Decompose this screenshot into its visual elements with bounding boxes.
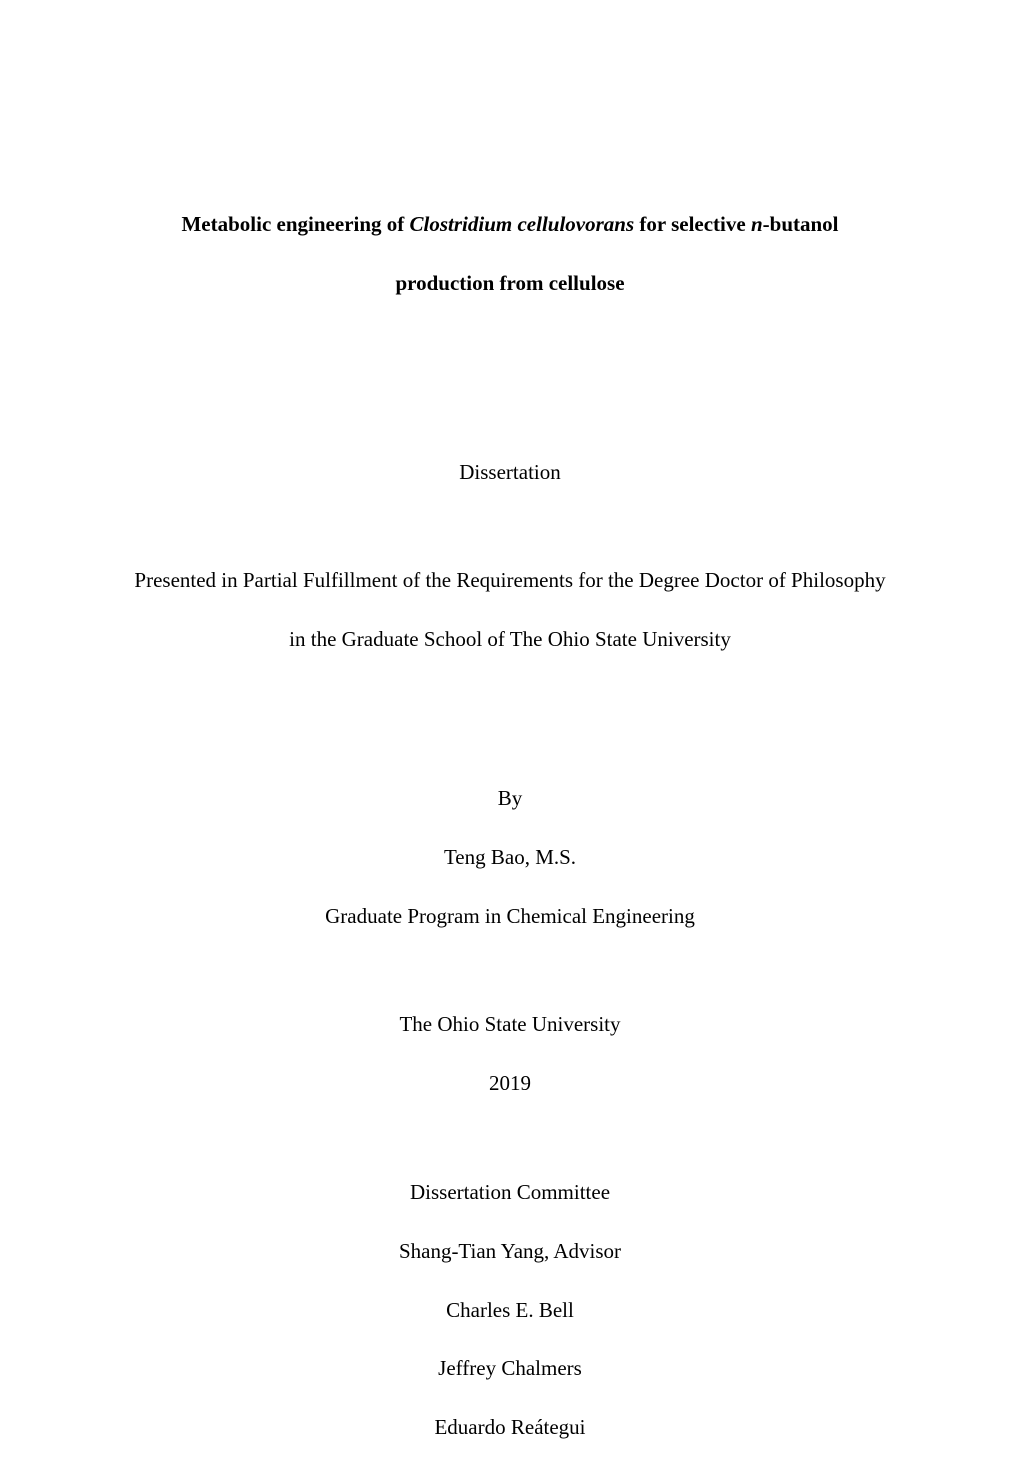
- document-type: Dissertation: [130, 443, 890, 502]
- by-label: By: [130, 769, 890, 828]
- author-name: Teng Bao, M.S.: [130, 828, 890, 887]
- title-prefix: Metabolic engineering of: [181, 212, 409, 236]
- author-program: Graduate Program in Chemical Engineering: [130, 887, 890, 946]
- committee-member: Shang-Tian Yang, Advisor: [130, 1222, 890, 1281]
- institution-block: The Ohio State University 2019: [130, 995, 890, 1113]
- fulfillment-line-2: in the Graduate School of The Ohio State…: [130, 610, 890, 669]
- committee-heading: Dissertation Committee: [130, 1163, 890, 1222]
- subtitle-block: Dissertation Presented in Partial Fulfil…: [130, 443, 890, 669]
- committee-block: Dissertation Committee Shang-Tian Yang, …: [130, 1163, 890, 1457]
- title-line-1: Metabolic engineering of Clostridium cel…: [130, 195, 890, 254]
- committee-member: Eduardo Reátegui: [130, 1398, 890, 1457]
- committee-member: Charles E. Bell: [130, 1281, 890, 1340]
- title-mid: for selective: [634, 212, 751, 236]
- title-italic-n: n: [751, 212, 763, 236]
- title-suffix: -butanol: [763, 212, 839, 236]
- institution-name: The Ohio State University: [130, 995, 890, 1054]
- committee-member: Jeffrey Chalmers: [130, 1339, 890, 1398]
- title-block: Metabolic engineering of Clostridium cel…: [130, 195, 890, 313]
- title-line-2: production from cellulose: [130, 254, 890, 313]
- fulfillment-line-1: Presented in Partial Fulfillment of the …: [130, 551, 890, 610]
- dissertation-title-page: Metabolic engineering of Clostridium cel…: [130, 195, 890, 1457]
- author-block: By Teng Bao, M.S. Graduate Program in Ch…: [130, 769, 890, 945]
- institution-year: 2019: [130, 1054, 890, 1113]
- title-italic-organism: Clostridium cellulovorans: [410, 212, 635, 236]
